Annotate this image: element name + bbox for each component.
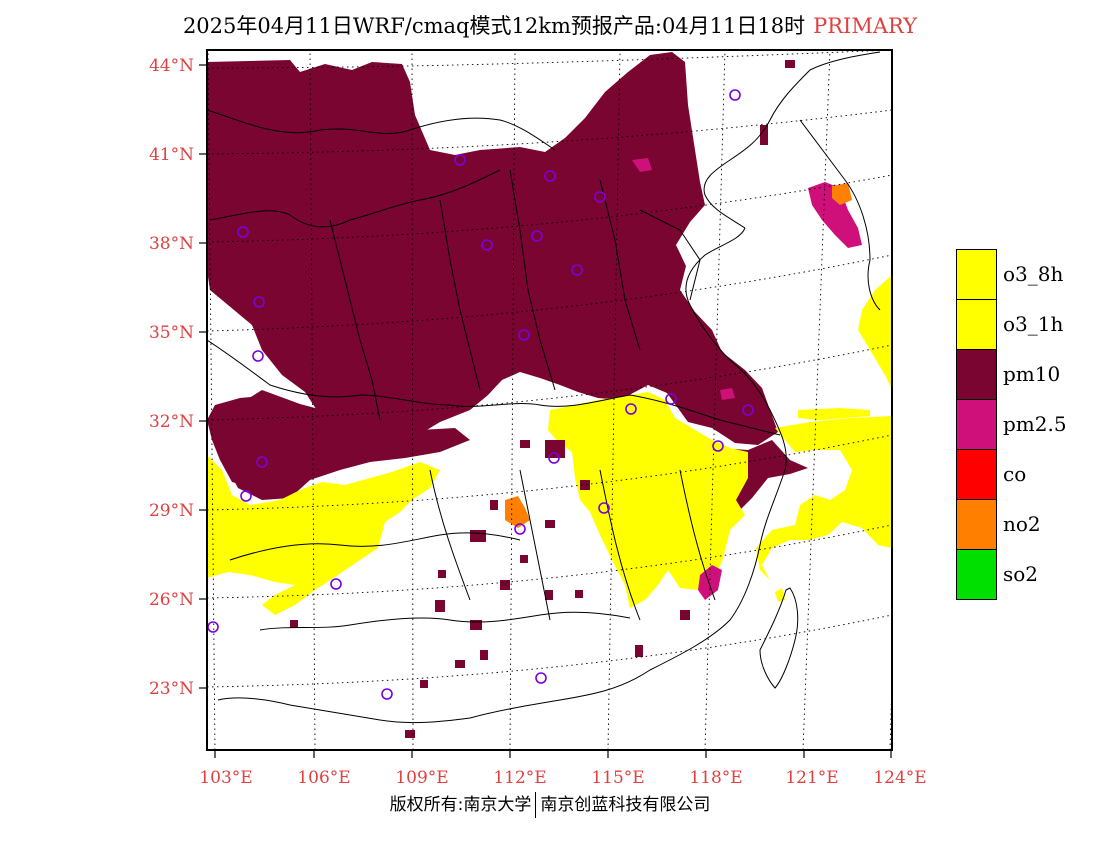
graticule — [207, 50, 892, 750]
no2-patch-liaoning — [832, 183, 852, 205]
lon-label: 109°E — [395, 768, 448, 788]
legend-label: pm2.5 — [1003, 412, 1067, 436]
legend-swatch — [956, 349, 997, 400]
legend-item-so2: so2 — [956, 549, 1100, 600]
title-tag: PRIMARY — [813, 14, 918, 38]
legend-item-no2: no2 — [956, 499, 1100, 550]
copyright-left: 版权所有:南京大学 — [389, 795, 532, 815]
o3-region-west — [207, 455, 440, 615]
lat-label: 26°N — [149, 590, 194, 610]
lat-label: 41°N — [149, 145, 194, 165]
legend-label: o3_1h — [1003, 312, 1064, 336]
lat-label: 44°N — [149, 56, 194, 76]
lon-labels: 103°E 106°E 109°E 112°E 115°E 118°E 121°… — [199, 768, 926, 788]
legend-swatch — [956, 299, 997, 350]
legend-label: co — [1003, 462, 1027, 486]
legend: o3_8h o3_1h pm10 pm2.5 co no2 so2 — [956, 249, 1100, 600]
title-text: 2025年04月11日WRF/cmaq模式12km预报产品:04月11日18时 — [182, 14, 806, 38]
site-markers — [207, 89, 754, 700]
legend-label: o3_8h — [1003, 262, 1064, 286]
legend-swatch — [956, 549, 997, 600]
o3-patch-bohai — [798, 408, 870, 420]
boundaries — [207, 51, 881, 724]
legend-item-o3-8h: o3_8h — [956, 249, 1100, 300]
lon-label: 103°E — [199, 768, 252, 788]
legend-swatch — [956, 399, 997, 450]
pm25-patch-jiangsu — [720, 388, 735, 400]
legend-label: so2 — [1003, 562, 1039, 586]
legend-swatch — [956, 449, 997, 500]
lon-label: 118°E — [689, 768, 742, 788]
lat-label: 29°N — [149, 501, 194, 521]
lon-label: 115°E — [591, 768, 644, 788]
lon-label: 124°E — [873, 768, 926, 788]
legend-label: no2 — [1003, 512, 1041, 536]
o3-patch-taiwan-strait — [775, 588, 785, 602]
lon-label: 121°E — [785, 768, 838, 788]
lat-label: 23°N — [149, 679, 194, 699]
map-title: 2025年04月11日WRF/cmaq模式12km预报产品:04月11日18时 P… — [0, 10, 1100, 40]
legend-item-pm25: pm2.5 — [956, 399, 1100, 450]
copyright-separator — [535, 792, 537, 818]
o3-region-southeast — [548, 392, 748, 608]
legend-swatch — [956, 249, 997, 300]
lon-label: 112°E — [493, 768, 546, 788]
lat-label: 32°N — [149, 412, 194, 432]
o3-region-east — [756, 416, 892, 580]
legend-label: pm10 — [1003, 362, 1061, 386]
pm25-patch-fujian — [698, 565, 722, 600]
lat-labels: 44°N 41°N 38°N 35°N 32°N 29°N 26°N 23°N — [149, 56, 194, 699]
map-frame — [206, 49, 893, 751]
pm10-specks — [290, 60, 795, 738]
pm10-region-southwest — [224, 390, 470, 500]
o3-region-coast-north — [858, 275, 892, 390]
legend-item-co: co — [956, 449, 1100, 500]
pm25-patch-liaoning — [808, 182, 862, 248]
pm25-patch-north — [632, 158, 652, 172]
copyright-right: 南京创蓝科技有限公司 — [540, 795, 711, 815]
tick-marks — [199, 64, 892, 758]
legend-item-o3-1h: o3_1h — [956, 299, 1100, 350]
map-content — [207, 50, 892, 750]
lat-label: 35°N — [149, 323, 194, 343]
lon-label: 106°E — [297, 768, 350, 788]
copyright: 版权所有:南京大学 南京创蓝科技有限公司 — [0, 790, 1100, 818]
legend-swatch — [956, 499, 997, 550]
lat-label: 38°N — [149, 234, 194, 254]
legend-item-pm10: pm10 — [956, 349, 1100, 400]
